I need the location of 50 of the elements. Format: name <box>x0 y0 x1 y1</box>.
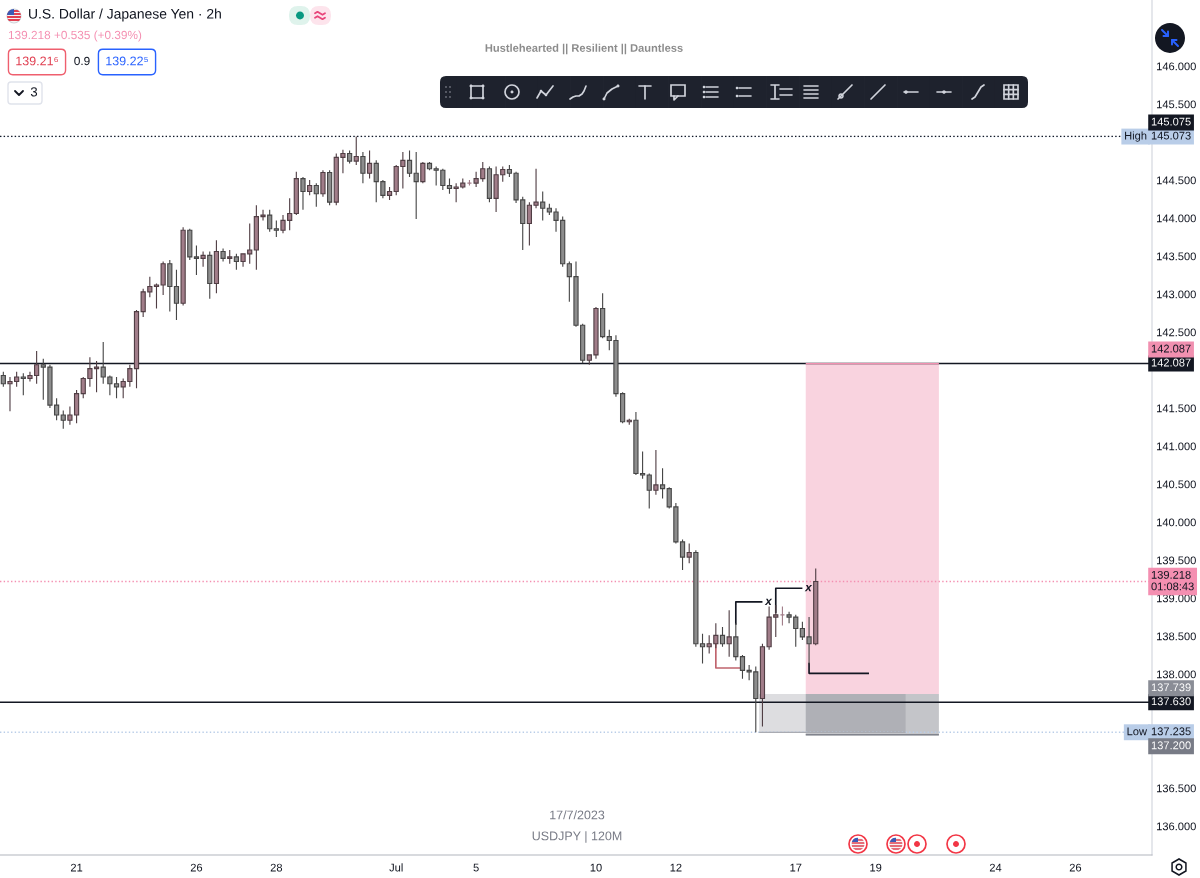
y-tick-label: 138.000 <box>1157 670 1196 679</box>
annotation: High <box>1125 131 1147 142</box>
text: 139.218 +0.535 (+0.39%) <box>8 30 142 42</box>
annotation: 139.22⁵ <box>106 56 148 66</box>
x-tick-label: 19 <box>870 863 882 872</box>
text: U.S. Dollar / Japanese Yen · 2h <box>29 8 221 22</box>
annotation: 0.9 <box>74 56 90 66</box>
y-tick-label: 136.500 <box>1157 784 1196 793</box>
series-label: x <box>764 598 773 605</box>
annotation: 142.087 <box>1151 344 1191 353</box>
y-tick-label: 144.000 <box>1157 214 1196 223</box>
y-tick-label: 141.500 <box>1157 404 1196 413</box>
x-tick-label: Jul <box>389 863 403 872</box>
ref-line-label: 142.087 <box>1151 358 1191 367</box>
annotation: 17/7/2023 <box>550 810 605 820</box>
y-tick-label: 142.500 <box>1157 328 1196 337</box>
ref-line-label: 139.218 01:08:43 <box>1151 570 1194 591</box>
y-tick-label: 139.500 <box>1157 556 1196 565</box>
x-tick-label: 5 <box>473 863 479 872</box>
y-tick-label: 139.000 <box>1157 594 1196 603</box>
y-tick-label: 143.500 <box>1157 252 1196 261</box>
y-tick-label: 146.000 <box>1157 62 1196 71</box>
y-tick-label: 140.500 <box>1157 480 1196 489</box>
x-tick-label: 17 <box>790 863 802 872</box>
y-tick-label: 145.500 <box>1157 100 1196 109</box>
ref-line-label: 137.235 <box>1151 727 1191 736</box>
x-tick-label: 24 <box>989 863 1002 872</box>
x-tick-label: 12 <box>670 863 682 872</box>
ref-line-label: 137.630 <box>1151 697 1191 706</box>
y-tick-label: 141.000 <box>1157 442 1196 451</box>
series-label: x <box>804 585 813 592</box>
y-tick-label: 140.000 <box>1157 518 1196 527</box>
y-tick-label: 138.500 <box>1157 632 1196 641</box>
ref-line-label: 145.073 <box>1151 131 1191 140</box>
annotation: 137.739 <box>1151 683 1191 692</box>
y-tick-label: 136.000 <box>1157 822 1196 831</box>
x-tick-label: 28 <box>270 863 283 872</box>
x-tick-label: 10 <box>590 863 602 872</box>
y-tick-label: 144.500 <box>1157 176 1196 185</box>
annotation: 139.21⁶ <box>16 56 58 66</box>
annotation: 137.200 <box>1151 741 1191 750</box>
x-tick-label: 26 <box>190 863 203 872</box>
ref-line-label: 145.075 <box>1151 117 1191 126</box>
annotation: 3 <box>30 87 38 97</box>
x-tick-label: 26 <box>1069 863 1082 872</box>
y-tick-label: 143.000 <box>1157 290 1196 299</box>
annotation: Hustlehearted || Resilient || Dauntless <box>485 43 683 55</box>
annotation: Low <box>1127 727 1148 736</box>
x-tick-label: 21 <box>70 863 83 872</box>
annotation: USDJPY | 120M <box>532 831 622 843</box>
